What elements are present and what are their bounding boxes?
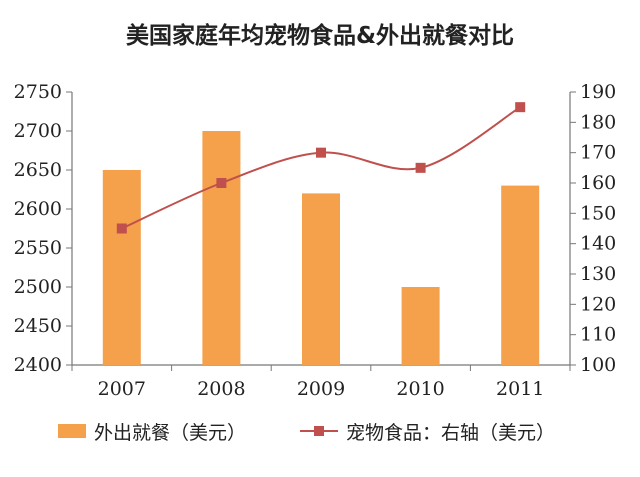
legend-label-line: 宠物食品：右轴（美元） bbox=[346, 421, 556, 444]
bar bbox=[302, 193, 340, 365]
legend-label-bar: 外出就餐（美元） bbox=[94, 421, 247, 444]
y-right-tick-label: 120 bbox=[580, 293, 616, 315]
x-tick-label: 2009 bbox=[297, 378, 345, 400]
x-tick-label: 2010 bbox=[396, 378, 444, 400]
y-right-tick-label: 140 bbox=[580, 233, 616, 255]
y-right-tick-label: 180 bbox=[580, 111, 616, 133]
y-right-tick-label: 110 bbox=[580, 324, 616, 346]
y-right-tick-label: 170 bbox=[580, 142, 616, 164]
legend-swatch-line bbox=[300, 424, 338, 438]
legend-item-bar: 外出就餐（美元） bbox=[58, 418, 246, 444]
chart-title: 美国家庭年均宠物食品&外出就餐对比 bbox=[125, 23, 515, 49]
x-tick-label: 2008 bbox=[197, 378, 245, 400]
y-left-tick-label: 2650 bbox=[14, 159, 62, 181]
bar bbox=[501, 185, 540, 365]
y-right-tick-label: 160 bbox=[580, 172, 616, 194]
line-point bbox=[216, 178, 227, 188]
x-tick-label: 2007 bbox=[98, 378, 146, 400]
y-right-tick-label: 150 bbox=[580, 202, 616, 224]
y-right-tick-label: 190 bbox=[580, 81, 616, 103]
y-right-tick-label: 130 bbox=[580, 263, 616, 285]
y-left-tick-label: 2600 bbox=[14, 198, 62, 220]
y-left-tick-label: 2700 bbox=[14, 120, 62, 142]
legend-swatch-bar bbox=[58, 424, 86, 438]
bar bbox=[401, 287, 440, 365]
x-tick-label: 2011 bbox=[496, 378, 544, 400]
y-left-tick-label: 2550 bbox=[14, 237, 62, 259]
bar bbox=[102, 170, 141, 365]
y-left-tick-label: 2450 bbox=[14, 315, 62, 337]
bar bbox=[202, 131, 241, 365]
line-point bbox=[515, 102, 526, 113]
line-point bbox=[116, 223, 127, 234]
y-left-tick-label: 2500 bbox=[14, 276, 62, 298]
y-right-tick-label: 100 bbox=[580, 354, 616, 376]
y-left-tick-label: 2400 bbox=[14, 354, 62, 376]
line-point bbox=[415, 162, 426, 173]
line-point bbox=[316, 147, 326, 158]
y-left-tick-label: 2750 bbox=[14, 81, 62, 103]
legend-item-line: 宠物食品：右轴（美元） bbox=[300, 418, 555, 444]
